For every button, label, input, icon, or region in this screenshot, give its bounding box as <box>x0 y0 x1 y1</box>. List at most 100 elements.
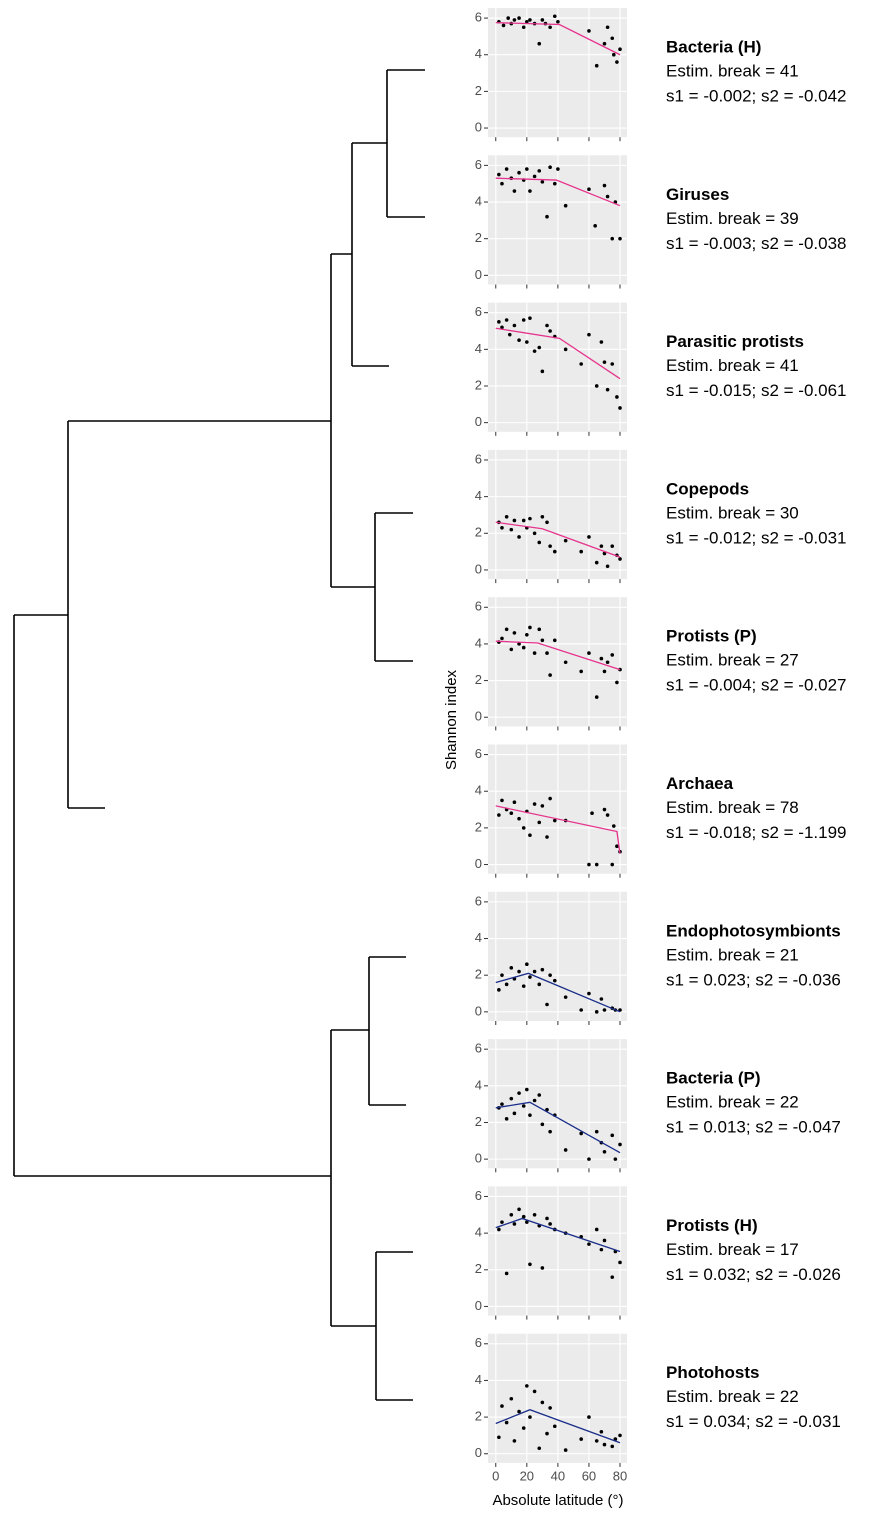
fit-line <box>495 177 621 207</box>
point <box>528 516 532 521</box>
x-tick-label: 80 <box>613 1468 627 1483</box>
y-tick-label: 0 <box>475 709 482 724</box>
point <box>528 316 532 320</box>
point <box>517 1207 521 1212</box>
point <box>512 189 517 193</box>
point <box>610 653 615 657</box>
y-tick-label: 2 <box>475 525 482 540</box>
point <box>521 318 526 322</box>
panel-title: Archaea <box>666 774 734 793</box>
point <box>537 345 542 350</box>
point <box>605 564 610 569</box>
point <box>548 25 552 30</box>
point <box>504 1117 509 1121</box>
annotation: s1 = 0.013; s2 = -0.047 <box>666 1118 841 1137</box>
point <box>587 535 591 539</box>
x-tick-label: 60 <box>582 1468 596 1483</box>
point <box>610 36 615 41</box>
point <box>509 811 514 816</box>
point <box>579 1131 583 1136</box>
point <box>615 844 619 849</box>
point <box>512 631 517 635</box>
point <box>512 800 517 805</box>
point <box>521 25 526 30</box>
annotation: Estim. break = 78 <box>666 798 799 817</box>
point <box>540 18 545 22</box>
y-tick-label: 2 <box>475 377 482 392</box>
point <box>540 514 545 519</box>
annotation: Estim. break = 22 <box>666 1093 799 1112</box>
y-tick-label: 0 <box>475 119 482 134</box>
point <box>587 651 591 655</box>
point <box>610 362 615 366</box>
point <box>548 329 552 333</box>
point <box>497 1435 501 1440</box>
fit-line <box>495 1217 621 1253</box>
point <box>525 632 529 637</box>
point <box>540 1266 545 1270</box>
point <box>500 798 504 803</box>
dendrogram <box>13 69 425 1401</box>
y-tick-label: 0 <box>475 1003 482 1018</box>
point <box>618 236 622 241</box>
point <box>587 991 591 996</box>
y-tick-label: 6 <box>475 157 482 172</box>
y-tick-label: 4 <box>475 488 482 503</box>
point <box>500 325 504 330</box>
point <box>563 995 568 999</box>
y-tick-label: 4 <box>475 1077 482 1092</box>
y-tick-label: 2 <box>475 819 482 834</box>
point <box>602 807 607 812</box>
point <box>605 387 610 392</box>
point <box>497 813 501 817</box>
point <box>613 1437 618 1441</box>
y-tick-label: 4 <box>475 1225 482 1240</box>
y-tick-label: 4 <box>475 783 482 798</box>
point <box>556 167 560 171</box>
point <box>615 395 619 399</box>
point <box>602 41 607 46</box>
y-tick-label: 6 <box>475 304 482 319</box>
point <box>599 340 604 344</box>
point <box>548 673 552 677</box>
point <box>528 1262 532 1267</box>
point <box>545 1431 549 1436</box>
point <box>548 796 552 801</box>
point <box>500 636 504 641</box>
y-tick-label: 6 <box>475 893 482 908</box>
y-axis-label: Shannon index <box>443 669 460 770</box>
point <box>532 174 537 179</box>
point <box>587 1157 591 1161</box>
panel-title: Endophotosymbionts <box>666 921 841 940</box>
point <box>532 1213 537 1217</box>
point <box>602 1442 607 1447</box>
y-tick-label: 0 <box>475 1445 482 1460</box>
point <box>552 181 557 186</box>
y-tick-label: 6 <box>475 451 482 466</box>
point <box>563 347 568 352</box>
point <box>525 167 529 171</box>
point <box>602 1150 607 1154</box>
point <box>504 627 509 632</box>
y-tick-label: 0 <box>475 561 482 576</box>
point <box>500 525 504 530</box>
point <box>599 1429 604 1434</box>
y-tick-label: 4 <box>475 930 482 945</box>
point <box>509 966 514 970</box>
annotation: s1 = -0.003; s2 = -0.038 <box>666 234 847 253</box>
point <box>602 360 607 364</box>
point <box>517 16 521 20</box>
annotation: s1 = -0.004; s2 = -0.027 <box>666 676 847 695</box>
point <box>517 969 521 974</box>
point <box>504 982 509 987</box>
point <box>512 18 517 22</box>
point <box>605 813 610 817</box>
point <box>504 514 509 519</box>
point <box>497 172 501 177</box>
point <box>563 1448 568 1452</box>
annotation: s1 = -0.012; s2 = -0.031 <box>666 528 847 547</box>
point <box>532 1389 537 1394</box>
point <box>552 978 557 983</box>
point <box>528 625 532 630</box>
